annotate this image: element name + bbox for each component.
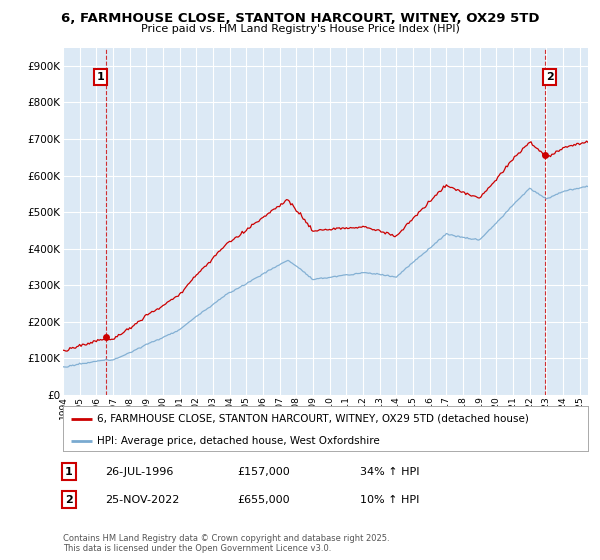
Text: 34% ↑ HPI: 34% ↑ HPI: [360, 466, 419, 477]
Text: £157,000: £157,000: [237, 466, 290, 477]
Text: 1: 1: [97, 72, 105, 82]
Text: Price paid vs. HM Land Registry's House Price Index (HPI): Price paid vs. HM Land Registry's House …: [140, 24, 460, 34]
Text: 2: 2: [546, 72, 554, 82]
Text: 6, FARMHOUSE CLOSE, STANTON HARCOURT, WITNEY, OX29 5TD (detached house): 6, FARMHOUSE CLOSE, STANTON HARCOURT, WI…: [97, 413, 529, 423]
Text: 2: 2: [65, 494, 73, 505]
Text: 6, FARMHOUSE CLOSE, STANTON HARCOURT, WITNEY, OX29 5TD: 6, FARMHOUSE CLOSE, STANTON HARCOURT, WI…: [61, 12, 539, 25]
Text: £655,000: £655,000: [237, 494, 290, 505]
Text: 26-JUL-1996: 26-JUL-1996: [105, 466, 173, 477]
Text: 1: 1: [65, 466, 73, 477]
Text: HPI: Average price, detached house, West Oxfordshire: HPI: Average price, detached house, West…: [97, 436, 380, 446]
Text: 25-NOV-2022: 25-NOV-2022: [105, 494, 179, 505]
Text: Contains HM Land Registry data © Crown copyright and database right 2025.
This d: Contains HM Land Registry data © Crown c…: [63, 534, 389, 553]
Text: 10% ↑ HPI: 10% ↑ HPI: [360, 494, 419, 505]
